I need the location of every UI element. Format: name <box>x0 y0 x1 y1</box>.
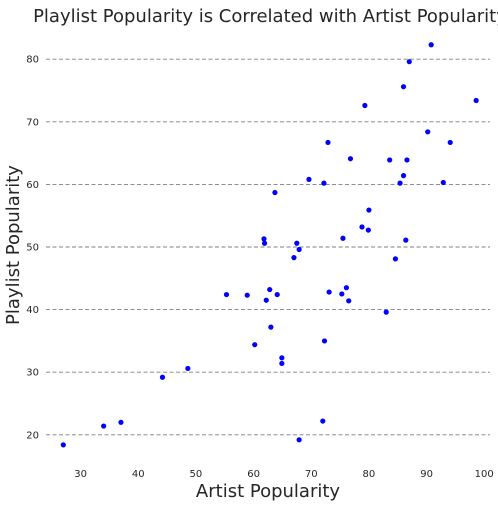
y-axis-label: Playlist Popularity <box>3 165 24 325</box>
data-point <box>397 180 403 186</box>
data-point <box>326 289 332 295</box>
data-point <box>392 256 399 262</box>
data-point <box>296 437 302 443</box>
gridlines <box>46 58 490 436</box>
data-point <box>261 236 267 242</box>
data-point <box>279 360 285 367</box>
data-point <box>346 298 352 304</box>
data-point <box>365 227 371 233</box>
data-point <box>325 139 331 146</box>
x-tick-label: 30 <box>74 469 87 480</box>
data-point <box>321 180 327 186</box>
data-point <box>244 292 250 298</box>
data-point <box>400 84 407 90</box>
data-point <box>347 156 354 162</box>
data-point <box>291 255 297 261</box>
data-point <box>261 240 268 246</box>
x-tick-label: 40 <box>132 469 145 480</box>
data-point <box>383 309 389 315</box>
data-point <box>339 291 345 297</box>
data-point <box>263 297 269 303</box>
x-tick-label: 90 <box>420 469 433 480</box>
y-tick-label: 40 <box>26 305 39 316</box>
data-point <box>440 179 446 186</box>
x-tick-label: 70 <box>305 469 318 480</box>
x-tick-label: 80 <box>363 469 376 480</box>
data-point <box>403 237 409 243</box>
data-point <box>279 355 285 361</box>
x-tick-label: 60 <box>247 469 260 480</box>
x-tick-label: 100 <box>475 469 494 480</box>
data-point <box>101 423 107 429</box>
y-tick-label: 70 <box>26 117 39 128</box>
data-point <box>366 207 372 213</box>
chart-title: Playlist Popularity is Correlated with A… <box>33 6 498 27</box>
x-tick-labels: 30 40 50 60 70 80 90 100 <box>74 469 494 480</box>
data-point <box>60 442 66 448</box>
data-point <box>404 157 410 163</box>
data-point <box>306 176 312 182</box>
data-point <box>272 189 278 196</box>
data-point <box>296 246 302 253</box>
data-point <box>159 374 166 380</box>
data-point <box>274 291 280 298</box>
x-axis-label: Artist Popularity <box>196 481 340 502</box>
y-tick-label: 80 <box>26 55 39 66</box>
data-point <box>447 139 453 146</box>
data-point <box>362 102 368 109</box>
data-point <box>428 42 434 48</box>
data-point <box>320 418 326 424</box>
y-tick-labels: 20 30 40 50 60 70 80 <box>26 55 39 442</box>
data-point <box>425 129 431 135</box>
data-point <box>294 240 300 246</box>
y-tick-label: 30 <box>26 368 39 379</box>
data-points <box>60 42 479 448</box>
y-tick-label: 50 <box>26 243 39 254</box>
data-point <box>268 324 274 330</box>
data-point <box>252 342 258 348</box>
data-point <box>340 235 346 241</box>
data-point <box>387 157 393 163</box>
data-point <box>473 97 479 104</box>
data-point <box>406 59 412 65</box>
y-tick-label: 20 <box>26 430 39 441</box>
data-point <box>223 291 230 298</box>
data-point <box>400 173 407 179</box>
data-point <box>343 285 350 291</box>
data-point <box>359 224 365 230</box>
x-tick-label: 50 <box>190 469 203 480</box>
data-point <box>267 286 273 293</box>
data-point <box>321 338 328 344</box>
data-point <box>118 419 124 425</box>
y-tick-label: 60 <box>26 180 39 191</box>
data-point <box>185 365 191 372</box>
